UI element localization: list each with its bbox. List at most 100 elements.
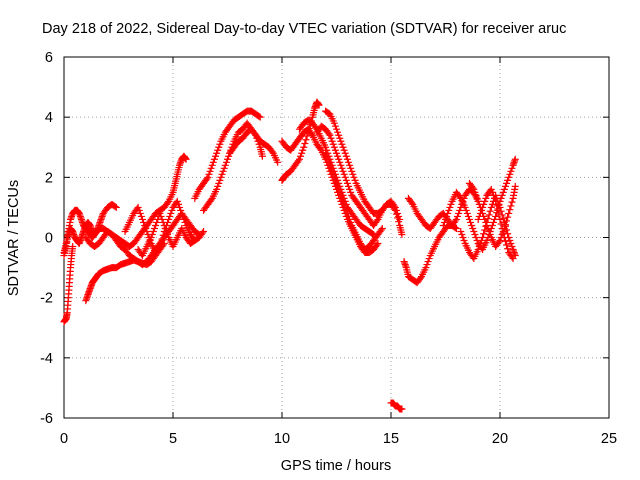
data-point bbox=[476, 209, 484, 217]
data-point bbox=[486, 230, 494, 238]
data-point bbox=[210, 155, 218, 163]
data-point bbox=[439, 221, 447, 229]
data-point bbox=[343, 209, 351, 217]
data-point bbox=[440, 218, 448, 226]
data-point bbox=[299, 146, 307, 154]
data-point bbox=[221, 161, 229, 169]
data-point bbox=[147, 234, 155, 241]
data-point bbox=[322, 143, 330, 151]
y-tick-label: 2 bbox=[45, 170, 53, 186]
data-point bbox=[334, 152, 342, 160]
data-point bbox=[474, 197, 482, 205]
data-point bbox=[425, 255, 433, 263]
data-point bbox=[251, 130, 259, 138]
data-point bbox=[167, 209, 175, 217]
data-point bbox=[341, 149, 349, 157]
data-point bbox=[327, 134, 335, 142]
data-point bbox=[508, 243, 516, 251]
data-point bbox=[500, 185, 508, 193]
data-point bbox=[501, 221, 509, 229]
data-point bbox=[336, 134, 344, 142]
data-point bbox=[339, 197, 347, 205]
data-point bbox=[222, 158, 230, 166]
data-point bbox=[489, 218, 497, 226]
data-point bbox=[331, 176, 339, 184]
data-point bbox=[216, 140, 224, 148]
data-point bbox=[498, 191, 506, 199]
data-point bbox=[348, 167, 356, 175]
data-point bbox=[177, 206, 185, 214]
data-point bbox=[492, 212, 500, 220]
data-point bbox=[303, 132, 311, 140]
data-point bbox=[461, 203, 469, 211]
data-point bbox=[138, 215, 146, 223]
data-point bbox=[156, 209, 164, 217]
data-point bbox=[214, 146, 222, 154]
data-point bbox=[181, 218, 189, 226]
data-point bbox=[330, 119, 338, 127]
data-point bbox=[511, 182, 519, 190]
series-tr6 bbox=[121, 197, 208, 257]
data-point bbox=[164, 199, 172, 207]
data-point bbox=[475, 243, 483, 251]
data-point bbox=[339, 143, 347, 151]
data-point bbox=[316, 145, 324, 153]
data-point bbox=[491, 194, 499, 202]
data-point bbox=[507, 167, 515, 175]
data-point bbox=[340, 200, 348, 208]
data-point bbox=[347, 164, 355, 172]
y-tick-label: 4 bbox=[45, 110, 53, 126]
data-point bbox=[225, 152, 233, 160]
data-point bbox=[207, 164, 215, 172]
data-point bbox=[373, 217, 381, 225]
series-tr22 bbox=[465, 179, 519, 251]
data-point bbox=[488, 200, 496, 208]
data-point bbox=[326, 131, 334, 139]
data-point bbox=[213, 149, 221, 157]
y-tick-labels: -6 -4 -2 0 2 4 6 bbox=[40, 50, 53, 427]
series-tr16 bbox=[322, 149, 386, 254]
data-point bbox=[325, 158, 333, 166]
data-point bbox=[472, 234, 480, 241]
data-point bbox=[344, 158, 352, 166]
data-point bbox=[481, 226, 489, 234]
data-point bbox=[467, 218, 475, 226]
data-point bbox=[484, 215, 492, 223]
data-point bbox=[497, 207, 505, 215]
data-point bbox=[159, 218, 167, 226]
data-point bbox=[495, 211, 503, 219]
data-point bbox=[342, 176, 350, 184]
data-point bbox=[134, 203, 142, 211]
data-point bbox=[346, 185, 354, 193]
x-tick-label: 25 bbox=[601, 431, 617, 447]
series-tr8 bbox=[191, 107, 264, 202]
data-point bbox=[463, 209, 471, 217]
data-point bbox=[153, 218, 161, 226]
data-point bbox=[333, 149, 340, 157]
data-point bbox=[378, 224, 386, 232]
data-point bbox=[453, 212, 461, 220]
data-point bbox=[343, 155, 351, 163]
data-point bbox=[298, 149, 306, 157]
data-point bbox=[176, 203, 184, 211]
data-point bbox=[373, 241, 381, 249]
data-point bbox=[297, 152, 305, 160]
data-point bbox=[377, 226, 385, 234]
data-point bbox=[469, 224, 477, 232]
data-point bbox=[335, 185, 343, 193]
data-point bbox=[472, 191, 480, 199]
data-point bbox=[485, 211, 493, 219]
data-point bbox=[206, 167, 214, 175]
data-point bbox=[330, 143, 338, 151]
series-tr17 bbox=[387, 399, 406, 413]
data-point bbox=[331, 122, 339, 130]
data-point bbox=[507, 202, 515, 210]
y-tick-label: 0 bbox=[45, 231, 53, 247]
data-point bbox=[333, 125, 340, 133]
data-point bbox=[325, 130, 333, 138]
series-tr23 bbox=[474, 185, 517, 263]
series-tr11 bbox=[278, 98, 323, 184]
data-point bbox=[253, 134, 261, 142]
data-point bbox=[504, 245, 512, 253]
data-point bbox=[215, 179, 223, 187]
